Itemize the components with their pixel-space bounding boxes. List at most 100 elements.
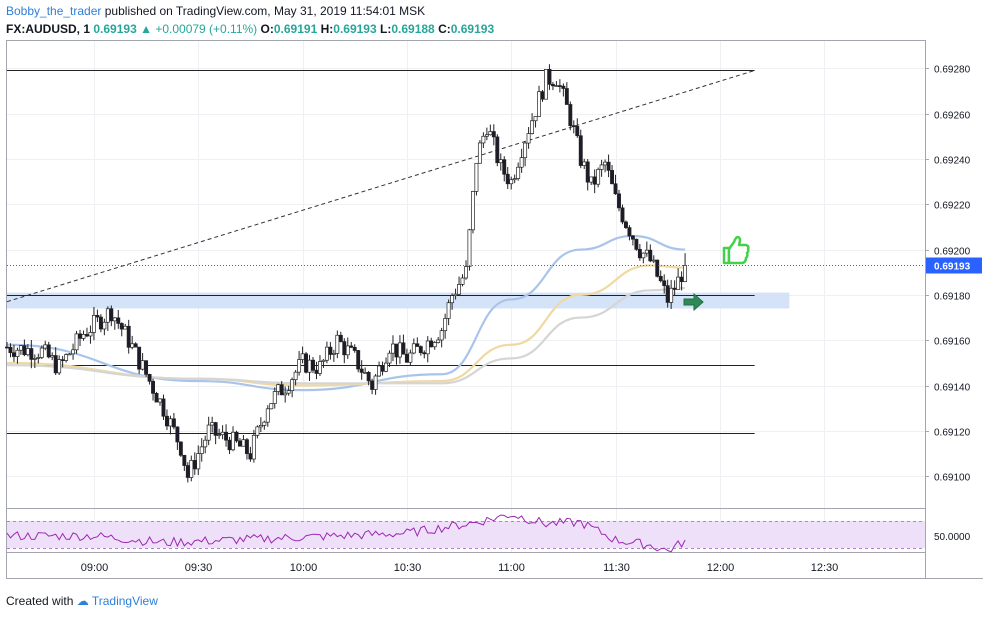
candle [293,370,298,386]
time-tick-label: 09:00 [81,562,109,574]
candle-body [137,346,142,370]
candle-body [71,349,76,355]
candle [422,350,427,359]
candle-body [241,439,246,447]
candle [683,253,688,283]
candle [526,127,531,149]
candle-body [352,346,357,351]
candle [116,309,121,329]
candle-body [380,365,385,372]
candle-body [269,403,274,410]
published-text: published on TradingView.com, May 31, 20… [104,4,426,18]
candle [550,82,555,91]
candle-body [217,434,222,437]
candle-body [547,69,552,85]
oscillator-line [6,514,686,553]
candle [276,383,281,396]
dashed-trendline [6,69,755,303]
candle [8,343,13,358]
candle-body [102,321,107,330]
candle [509,176,514,190]
created-with-text: Created with [6,594,74,608]
candle-body [300,353,305,360]
candle [81,330,86,341]
candle [481,132,486,148]
tradingview-logo-link[interactable]: ☁ TradingView [77,594,158,608]
candle-body [119,323,124,330]
candle [199,438,204,462]
candle [488,124,493,136]
candle-body [356,350,361,370]
candle-body [74,333,79,351]
candle [67,353,72,356]
candle [234,430,239,443]
candle-body [422,352,427,355]
candle [564,82,569,105]
candle-body [669,287,674,303]
candle-body [57,359,62,374]
candle [592,169,597,194]
candle-body [634,238,639,250]
candle [533,116,538,128]
candle-body [168,418,173,427]
candle-body [53,355,58,374]
candle-body [606,161,611,171]
price-tick-label: 0.69120 [934,428,971,439]
candle-body [672,287,677,290]
symbol-line: FX:AUDUSD, 1 0.69193 ▲ +0.00079 (+0.11%)… [6,22,494,36]
candle-body [297,359,302,373]
candle [248,446,253,462]
price-tick-label: 0.69240 [934,156,971,167]
candle [213,421,218,445]
price-tick-label: 0.69260 [934,111,971,122]
candle [373,374,378,395]
candle-body [651,259,656,262]
candle [321,359,326,368]
candle [137,346,142,375]
candle [331,349,336,362]
candle-body [373,375,378,390]
candle-body [311,359,315,371]
candle-body [627,227,632,237]
time-tick-label: 12:00 [707,562,735,574]
candle [244,438,249,460]
candle-body [304,353,308,373]
candle-body [130,343,135,348]
candle-body [78,333,82,339]
candle [43,340,48,351]
candle-body [39,347,44,358]
candle-body [554,85,559,87]
cloud-icon: ☁ [76,594,89,608]
candle [387,350,392,367]
candle-body [418,346,423,354]
high-value: 0.69193 [333,22,377,36]
candle-body [123,325,128,330]
candle [530,113,535,135]
candle-body [12,352,16,357]
candle-body [165,415,169,427]
candle [575,118,580,138]
candle-body [495,136,500,164]
candle-body [342,341,347,356]
candle-body [238,440,242,447]
candle-body [446,302,451,319]
author-link[interactable]: Bobby_the_trader [6,4,102,18]
candle-body [436,339,441,343]
candle-body [665,285,670,303]
candle [158,398,162,406]
candle-body [648,249,653,262]
candle [224,424,229,447]
candle-body [401,342,406,355]
price-tick-label: 0.69160 [934,337,971,348]
candle [57,355,62,375]
candle-body [578,135,583,166]
candle-body [25,348,30,356]
candle-body [391,343,395,354]
last-price-label: 0.69193 [926,257,982,274]
candle [95,309,100,323]
candle-body [318,361,322,374]
candle [411,338,416,355]
candle-body [196,453,201,470]
candle [547,64,552,90]
